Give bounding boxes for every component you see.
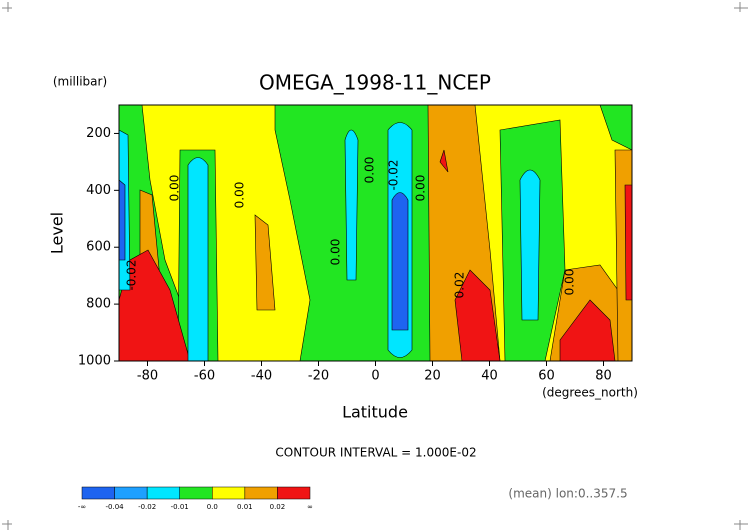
- y-tick-label: 400: [86, 183, 111, 198]
- colorbar-label: 0.02: [270, 503, 286, 511]
- contour-label: -0.02: [387, 159, 401, 190]
- colorbar-label: -∞: [78, 503, 86, 511]
- x-tick-label: 40: [481, 369, 498, 384]
- colorbar-swatch: [179, 486, 213, 500]
- x-tick-label: 80: [595, 369, 612, 384]
- contour-label: 0.00: [363, 157, 377, 184]
- colorbar-label: -0.04: [106, 503, 125, 511]
- contour-label: 0.00: [329, 239, 343, 266]
- x-axis-title: Latitude: [342, 403, 408, 422]
- colorbar-swatch: [244, 486, 278, 500]
- contour-region: [254, 214, 276, 311]
- corner: [2, 520, 12, 530]
- colorbar-swatch: [146, 486, 180, 500]
- colorbar-label: -0.02: [138, 503, 156, 511]
- y-tick-label: 800: [86, 297, 111, 312]
- x-tick-label: -80: [137, 369, 158, 384]
- x-tick-label: 0: [371, 369, 379, 384]
- contour-region: [454, 269, 501, 362]
- contour-region: [344, 129, 359, 281]
- colorbar-label: ∞: [307, 503, 313, 511]
- contour-region: [391, 192, 409, 331]
- colorbar-swatch: [81, 486, 115, 500]
- contour-label: 0.00: [414, 175, 428, 202]
- contour-label: 0.00: [233, 182, 247, 209]
- contour-region: [118, 179, 126, 261]
- colorbar-swatch: [277, 486, 311, 500]
- colorbar-label: -0.01: [171, 503, 189, 511]
- contour-region: [559, 299, 616, 362]
- colorbar-label: 0.01: [237, 503, 253, 511]
- contour-label: -0.02: [125, 259, 139, 290]
- corner: [734, 2, 748, 12]
- x-tick-label: 20: [424, 369, 441, 384]
- y-tick-label: 1000: [78, 354, 111, 369]
- x-unit: (degrees_north): [542, 386, 638, 400]
- contour-label: 0.00: [563, 269, 577, 296]
- contour-interval: CONTOUR INTERVAL = 1.000E-02: [275, 446, 476, 460]
- contour-region: [187, 157, 209, 362]
- colorbar-label: 0.0: [207, 503, 218, 511]
- contour-field: [118, 104, 633, 362]
- chart-title: OMEGA_1998-11_NCEP: [259, 71, 491, 95]
- corner: [734, 520, 748, 530]
- x-tick-label: -40: [251, 369, 272, 384]
- contour-label: 0.00: [168, 175, 182, 202]
- colorbar-swatch: [114, 486, 148, 500]
- y-axis-title: Level: [48, 212, 67, 254]
- contour-label: 0.02: [453, 272, 467, 299]
- y-unit: (millibar): [53, 75, 107, 89]
- x-tick-label: 60: [538, 369, 555, 384]
- contour-region: [624, 184, 633, 301]
- contour-region: [439, 149, 449, 173]
- colorbar-swatch: [212, 486, 246, 500]
- contour-region: [519, 169, 541, 321]
- y-tick-label: 600: [86, 240, 111, 255]
- corner: [2, 2, 12, 12]
- x-tick-label: -60: [194, 369, 215, 384]
- y-tick-label: 200: [86, 126, 111, 141]
- x-tick-label: -20: [308, 369, 329, 384]
- footnote: (mean) lon:0..357.5: [508, 487, 627, 501]
